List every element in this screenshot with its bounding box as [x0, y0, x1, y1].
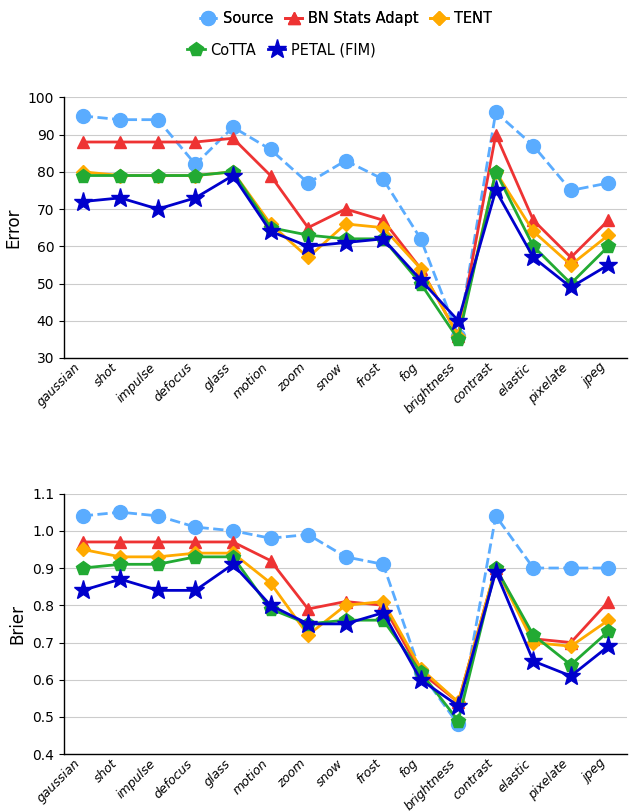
- Y-axis label: Brier: Brier: [8, 604, 27, 644]
- Y-axis label: Error: Error: [4, 208, 22, 248]
- Legend: Source, BN Stats Adapt, TENT: Source, BN Stats Adapt, TENT: [200, 11, 492, 26]
- Legend: CoTTA, PETAL (FIM): CoTTA, PETAL (FIM): [187, 43, 376, 58]
